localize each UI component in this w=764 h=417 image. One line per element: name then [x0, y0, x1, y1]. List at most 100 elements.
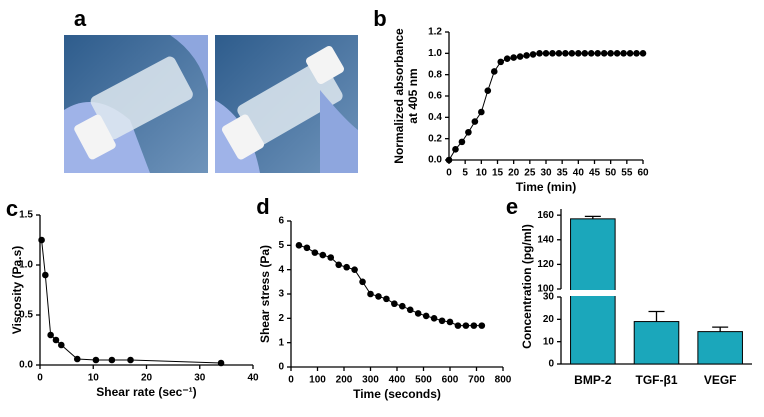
panel-label: c	[6, 196, 18, 221]
x-tick-label: 200	[336, 375, 353, 386]
x-tick-label: 35	[557, 168, 569, 179]
photos	[64, 35, 358, 173]
x-tick-label: 0	[446, 168, 452, 179]
x-tick-label: 5	[462, 168, 468, 179]
series-line	[448, 52, 643, 161]
x-tick-label: 30	[540, 168, 552, 179]
point	[303, 244, 311, 252]
x-tick-label: TGF-β1	[636, 373, 678, 387]
y-tick-label: 1.5	[19, 210, 33, 221]
point	[594, 50, 602, 57]
y-tick-label: 0	[278, 362, 284, 373]
x-axis-label: Time (min)	[516, 180, 576, 194]
cap	[305, 45, 345, 85]
point	[454, 322, 462, 329]
panel-label: d	[256, 194, 269, 219]
point	[478, 108, 485, 116]
point	[516, 53, 524, 60]
x-tick-label: 45	[589, 168, 601, 179]
point	[523, 52, 530, 59]
panel-label: a	[74, 6, 87, 31]
point	[497, 58, 505, 66]
point	[58, 341, 65, 349]
y-tick-label: 1	[278, 337, 284, 348]
point	[470, 322, 478, 329]
x-tick-label: 20	[508, 168, 520, 179]
point	[471, 118, 479, 125]
cap	[74, 114, 116, 160]
point	[127, 356, 134, 364]
point	[549, 50, 556, 57]
panel-label: e	[506, 194, 518, 219]
x-tick-label: 800	[495, 375, 512, 386]
series-line	[298, 244, 482, 327]
point	[92, 356, 100, 364]
x-tick-label: 10	[88, 373, 100, 384]
error-bar	[648, 310, 665, 322]
x-tick-label: 55	[621, 168, 633, 179]
point	[108, 356, 116, 364]
point	[47, 331, 54, 339]
panel-label: b	[373, 6, 386, 31]
point	[217, 359, 225, 367]
point	[613, 50, 621, 57]
x-tick-label: 50	[605, 168, 617, 179]
point	[510, 54, 517, 61]
y-tick-label: 0.4	[428, 112, 442, 123]
point	[406, 306, 414, 314]
y-tick-label: 140	[537, 234, 554, 245]
point	[626, 50, 634, 57]
y-axis-label: Normalized absorbance	[392, 28, 406, 164]
point	[587, 50, 595, 57]
point	[351, 266, 358, 273]
point	[478, 322, 486, 329]
error-bar	[712, 326, 729, 332]
glove	[320, 90, 358, 173]
point	[367, 290, 374, 298]
point	[38, 236, 45, 244]
y-tick-label: 0.0	[428, 155, 442, 166]
x-tick-label: 40	[573, 168, 585, 179]
y-tick-label: 10	[543, 336, 555, 347]
point	[375, 293, 382, 300]
point	[319, 251, 327, 259]
point	[391, 300, 398, 308]
x-tick-label: 100	[309, 375, 326, 386]
y-axis-label: Shear stress (Pa)	[258, 245, 272, 343]
x-tick-label: 300	[362, 375, 379, 386]
point	[335, 261, 343, 269]
y-tick-label: 0.8	[428, 69, 442, 80]
x-tick-label: 25	[524, 168, 536, 179]
x-tick-label: 700	[468, 375, 485, 386]
point	[607, 50, 614, 57]
y-tick-label: 0.6	[428, 91, 442, 102]
point	[639, 50, 647, 57]
point	[438, 317, 446, 325]
x-tick-label: 600	[442, 375, 459, 386]
vial	[90, 56, 193, 140]
point	[327, 254, 335, 261]
x-tick-label: 15	[492, 168, 504, 179]
point	[414, 310, 422, 317]
point	[430, 315, 438, 322]
error-bar	[584, 215, 601, 219]
x-tick-label: 60	[637, 168, 649, 179]
point	[52, 336, 60, 344]
point	[633, 50, 640, 57]
y-tick-label: 0.0	[19, 360, 33, 371]
y-tick-label: 30	[543, 292, 555, 303]
y-tick-label: 160	[537, 210, 554, 221]
point	[445, 156, 453, 164]
point	[490, 68, 498, 75]
point	[555, 50, 563, 57]
point	[452, 146, 459, 153]
x-tick-label: 0	[288, 375, 294, 386]
y-tick-label: 4	[278, 264, 284, 275]
point	[568, 50, 576, 57]
point	[581, 50, 589, 57]
bar	[633, 321, 680, 365]
point	[458, 138, 466, 146]
x-tick-label: 10	[476, 168, 488, 179]
point	[529, 51, 537, 58]
